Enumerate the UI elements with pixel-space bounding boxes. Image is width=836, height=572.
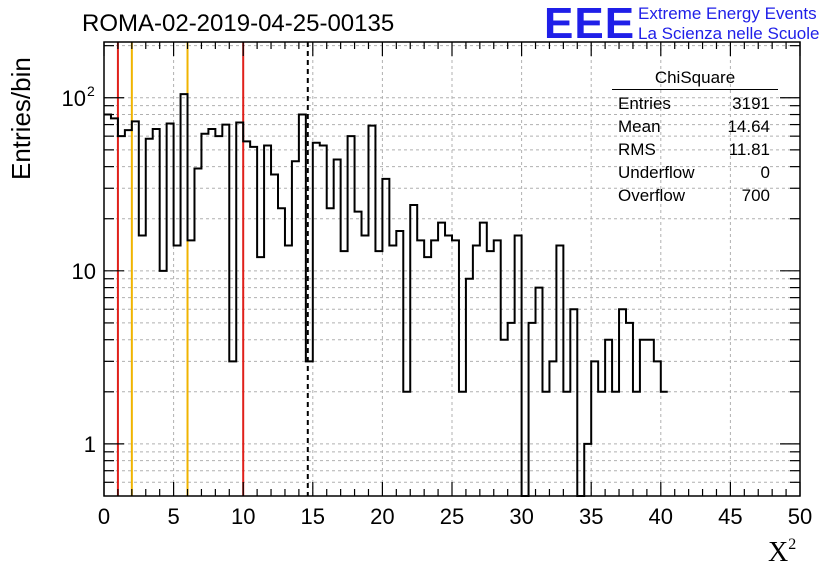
stats-row-overflow: Overflow 700 bbox=[612, 186, 778, 209]
stats-value: 0 bbox=[760, 163, 770, 182]
stats-label: Overflow bbox=[618, 186, 686, 205]
axis-ticks bbox=[103, 42, 801, 496]
y-tick-label: 1 bbox=[84, 432, 96, 457]
x-tick-label: 5 bbox=[167, 504, 179, 529]
grid-lines bbox=[104, 42, 800, 496]
x-tick-labels: 0 5 10 15 20 25 30 35 40 45 50 bbox=[98, 504, 812, 529]
stats-row-entries: Entries 3191 bbox=[612, 94, 778, 117]
stats-value: 14.64 bbox=[727, 117, 770, 136]
x-tick-label: 0 bbox=[98, 504, 110, 529]
x-tick-label: 40 bbox=[649, 504, 673, 529]
x-tick-label: 15 bbox=[301, 504, 325, 529]
x-axis-label: X2 bbox=[768, 536, 796, 569]
stats-title: ChiSquare bbox=[612, 68, 778, 90]
marker-lines bbox=[116, 42, 309, 496]
stats-value: 11.81 bbox=[728, 140, 770, 159]
logo-tagline-2: La Scienza nelle Scuole bbox=[638, 24, 820, 43]
stats-row-rms: RMS 11.81 bbox=[612, 140, 778, 163]
x-tick-label: 10 bbox=[231, 504, 255, 529]
y-tick-label-exponent: 2 bbox=[87, 83, 95, 99]
stats-label: RMS bbox=[618, 140, 656, 159]
stats-label: Underflow bbox=[618, 163, 695, 182]
stats-row-underflow: Underflow 0 bbox=[612, 163, 778, 186]
x-tick-label: 20 bbox=[370, 504, 394, 529]
chart-title: ROMA-02-2019-04-25-00135 bbox=[82, 10, 395, 37]
x-tick-label: 45 bbox=[718, 504, 742, 529]
y-tick-label: 10 bbox=[62, 86, 86, 111]
x-axis-label-base: X bbox=[768, 537, 789, 568]
x-tick-label: 35 bbox=[579, 504, 603, 529]
x-tick-label: 30 bbox=[509, 504, 533, 529]
stats-label: Entries bbox=[618, 94, 671, 113]
stats-row-mean: Mean 14.64 bbox=[612, 117, 778, 140]
x-tick-label: 50 bbox=[788, 504, 812, 529]
stats-value: 3191 bbox=[732, 94, 770, 113]
stats-value: 700 bbox=[741, 186, 770, 205]
y-axis-label: Entries/bin bbox=[6, 57, 36, 180]
x-axis-label-exponent: 2 bbox=[788, 536, 797, 553]
stats-label: Mean bbox=[618, 117, 661, 136]
logo-tagline-1: Extreme Energy Events bbox=[638, 4, 817, 23]
x-tick-label: 25 bbox=[440, 504, 464, 529]
stats-box: ChiSquare Entries 3191 Mean 14.64 RMS 11.81… bbox=[612, 68, 778, 209]
histogram-step-line bbox=[104, 93, 668, 497]
eee-logo: EEE bbox=[544, 0, 636, 48]
y-tick-label: 10 bbox=[72, 259, 96, 284]
